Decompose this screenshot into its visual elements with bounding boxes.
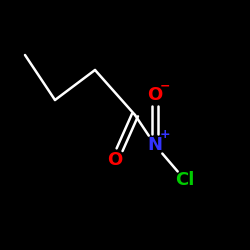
Text: O: O (108, 151, 122, 169)
Text: Cl: Cl (175, 171, 195, 189)
Text: −: − (159, 80, 170, 93)
Text: O: O (148, 86, 162, 104)
Text: +: + (159, 128, 170, 141)
Text: N: N (148, 136, 162, 154)
